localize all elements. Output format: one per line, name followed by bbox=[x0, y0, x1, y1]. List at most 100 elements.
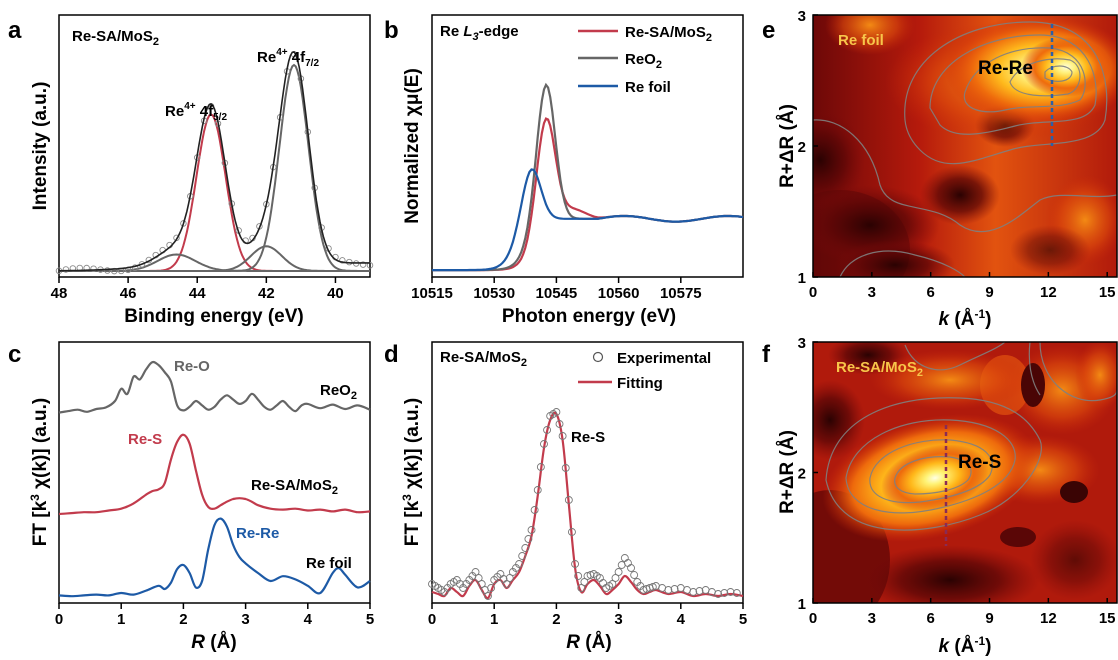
data-point bbox=[533, 486, 542, 494]
panel-c-plot bbox=[58, 360, 371, 598]
panel-f-title: Re-SA/MoS2 bbox=[836, 359, 923, 379]
data-point bbox=[474, 574, 483, 582]
x-tick-label: 10530 bbox=[473, 285, 515, 302]
series-line bbox=[432, 117, 744, 272]
x-tick-label: 0 bbox=[55, 611, 63, 628]
panel-b-x-label: Photon energy (eV) bbox=[502, 306, 676, 327]
panel-e-heatmap bbox=[813, 15, 1117, 277]
data-point bbox=[530, 506, 539, 514]
component-peak-4 bbox=[59, 245, 370, 272]
data-point bbox=[555, 420, 564, 428]
panel-f-letter: f bbox=[762, 341, 771, 368]
panel-b-frame bbox=[431, 14, 744, 278]
panel-e-annotation: Re-Re bbox=[978, 58, 1033, 79]
data-point bbox=[527, 526, 536, 534]
y-tick-label: 3 bbox=[798, 335, 806, 352]
data-point bbox=[339, 257, 346, 264]
data-point bbox=[564, 496, 573, 504]
label-reo2: ReO2 bbox=[320, 382, 357, 402]
panel-b: b Re L3-edge 10515 10530 10545 10560 10575 R… bbox=[384, 14, 744, 327]
panel-a-frame bbox=[58, 14, 371, 278]
panel-d-plot bbox=[428, 408, 744, 600]
x-tick-label: 10545 bbox=[536, 285, 578, 302]
x-tick-label: 9 bbox=[985, 610, 993, 627]
data-point bbox=[536, 463, 545, 471]
data-point bbox=[505, 574, 514, 582]
panel-e-x-label: k (Å-1) bbox=[939, 307, 992, 330]
data-point bbox=[577, 584, 586, 592]
legend-label-reo2: ReO2 bbox=[625, 51, 662, 71]
x-tick-label: 48 bbox=[51, 285, 68, 302]
x-tick-label: 3 bbox=[868, 610, 876, 627]
panel-d-x-label: R (Å) bbox=[566, 632, 611, 653]
panel-e: e Re f bbox=[762, 8, 1118, 330]
panel-f-x-label: k (Å-1) bbox=[939, 634, 992, 657]
panel-f-y-label: R+ΔR (Å) bbox=[777, 430, 798, 514]
data-point bbox=[720, 589, 729, 597]
y-tick-label: 2 bbox=[798, 139, 806, 156]
series-line bbox=[432, 168, 744, 272]
x-tick-label: 12 bbox=[1040, 284, 1057, 301]
data-point bbox=[518, 552, 527, 560]
panel-d-annotation: Re-S bbox=[571, 429, 605, 446]
data-point bbox=[471, 568, 480, 576]
legend-label-fitting: Fitting bbox=[617, 375, 663, 392]
data-point bbox=[695, 587, 704, 595]
panel-a-x-ticks: 48 46 44 42 40 bbox=[51, 277, 344, 302]
y-tick-label: 1 bbox=[798, 270, 806, 287]
x-tick-label: 3 bbox=[241, 611, 249, 628]
panel-c-letter: c bbox=[8, 341, 21, 368]
series-line bbox=[432, 82, 744, 272]
legend-label-re-foil: Re foil bbox=[625, 79, 671, 96]
x-tick-label: 42 bbox=[258, 285, 275, 302]
series-line bbox=[58, 360, 371, 414]
panel-e-title: Re foil bbox=[838, 32, 884, 49]
data-point bbox=[623, 559, 632, 567]
series-line bbox=[58, 433, 371, 516]
data-point bbox=[627, 564, 635, 572]
panel-c: c 0 1 2 3 4 5 Re-O ReO2 Re-S Re-SA/MoS2 Re-Re… bbox=[8, 341, 374, 653]
data-point bbox=[359, 261, 367, 268]
data-point bbox=[568, 528, 576, 536]
data-point bbox=[540, 440, 548, 448]
x-tick-label: 5 bbox=[739, 611, 747, 628]
x-tick-label: 44 bbox=[189, 285, 206, 302]
x-tick-label: 2 bbox=[179, 611, 187, 628]
panel-f: f bbox=[762, 335, 1118, 657]
x-tick-label: 1 bbox=[490, 611, 498, 628]
data-point bbox=[524, 535, 533, 543]
panel-b-letter: b bbox=[384, 17, 399, 44]
data-point bbox=[714, 590, 723, 598]
y-tick-label: 3 bbox=[798, 8, 806, 25]
data-point bbox=[477, 580, 486, 588]
data-point bbox=[502, 580, 511, 588]
component-peak-2 bbox=[59, 63, 370, 272]
data-point bbox=[648, 583, 657, 591]
panel-b-legend: Re-SA/MoS2 ReO2 Re foil bbox=[578, 24, 712, 96]
data-point bbox=[608, 580, 617, 588]
data-point bbox=[62, 266, 70, 273]
x-tick-label: 10560 bbox=[598, 285, 640, 302]
x-tick-label: 0 bbox=[428, 611, 436, 628]
panel-f-heatmap bbox=[813, 342, 1117, 603]
data-point bbox=[558, 432, 567, 440]
panel-a-letter: a bbox=[8, 17, 22, 44]
x-tick-label: 1 bbox=[117, 611, 125, 628]
x-tick-label: 2 bbox=[552, 611, 560, 628]
panel-a-peak2-label: Re4+ 4f7/2 bbox=[257, 47, 319, 69]
x-tick-label: 0 bbox=[809, 610, 817, 627]
x-tick-label: 6 bbox=[927, 284, 935, 301]
panel-a-y-label: Intensity (a.u.) bbox=[30, 82, 51, 211]
data-point bbox=[521, 544, 530, 552]
data-point bbox=[664, 586, 673, 594]
legend-label-re-sa: Re-SA/MoS2 bbox=[625, 24, 712, 44]
panel-f-annotation: Re-S bbox=[958, 452, 1001, 473]
x-tick-label: 3 bbox=[868, 284, 876, 301]
data-point bbox=[90, 265, 97, 272]
series-line bbox=[58, 517, 371, 598]
data-point bbox=[670, 585, 679, 593]
label-re-o: Re-O bbox=[174, 358, 210, 375]
x-tick-label: 15 bbox=[1099, 284, 1116, 301]
